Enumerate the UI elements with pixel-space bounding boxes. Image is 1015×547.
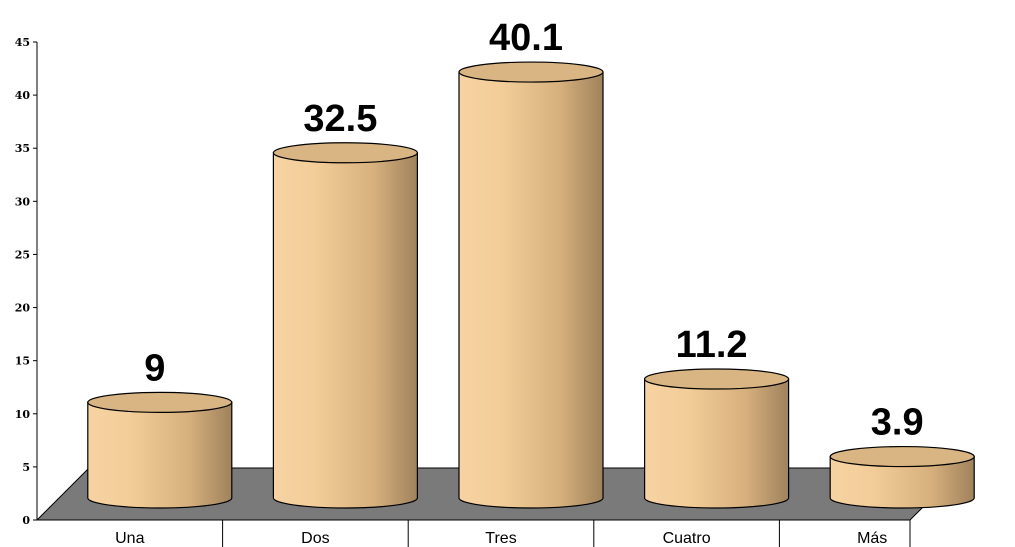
x-tick-label: Más [857, 530, 887, 547]
bar [458, 61, 604, 509]
x-tick-label: Una [115, 530, 144, 547]
data-label: 3.9 [871, 402, 924, 444]
bar-body [87, 401, 233, 509]
bar-top [829, 445, 975, 468]
bar-top [643, 368, 790, 390]
y-tick-label: 30 [15, 195, 31, 208]
x-tick-label: Cuatro [663, 530, 711, 547]
bar [829, 445, 975, 509]
bar-body [644, 378, 790, 509]
bar-body [272, 152, 418, 509]
data-label: 32.5 [303, 98, 377, 140]
y-tick-label: 40 [15, 89, 31, 102]
data-label: 11.2 [676, 324, 748, 366]
bar [87, 391, 233, 509]
y-tick-label: 25 [15, 248, 30, 261]
y-tick-label: 45 [15, 36, 30, 49]
x-tick-label: Dos [301, 530, 329, 547]
bar-top [458, 61, 604, 83]
data-label: 40.1 [489, 17, 563, 59]
y-tick-label: 5 [22, 461, 30, 474]
bar [272, 142, 418, 509]
x-tick-label: Tres [485, 530, 516, 547]
y-tick-label: 10 [15, 408, 31, 421]
y-tick-label: 35 [15, 142, 30, 155]
data-label: 9 [144, 347, 165, 389]
y-tick-label: 15 [15, 355, 30, 368]
bar [643, 368, 790, 509]
bar-body [829, 455, 975, 509]
bar-top [87, 391, 233, 413]
bar-top [272, 142, 418, 164]
y-tick-label: 20 [15, 302, 31, 315]
bar-body [458, 71, 604, 509]
y-tick-label: 0 [22, 514, 30, 527]
